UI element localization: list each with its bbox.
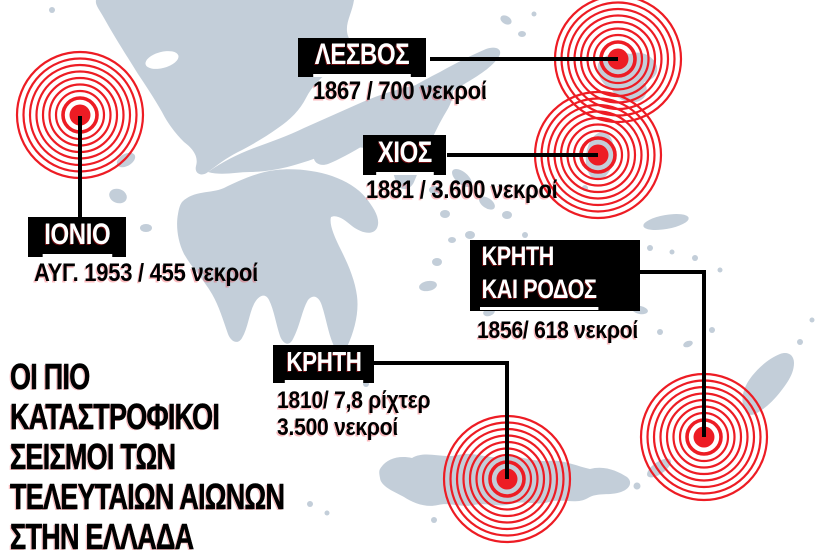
details-crete-rhodes: 1856/ 618 νεκροί [477,317,638,344]
details-chios: 1881 / 3.600 νεκροί [366,176,558,204]
title-line-4: ΤΕΛΕΥΤΑΙΩΝ ΑΙΩΝΩΝ [10,476,285,517]
title-line-1: ΟΙ ΠΙΟ [10,356,91,397]
details-ionio: ΑΥΓ. 1953 / 455 νεκροί [34,259,259,287]
title-line-3: ΣΕΙΣΜΟΙ ΤΩΝ [10,436,177,477]
connector-crete [374,361,509,479]
connector-crete-rhodes [630,270,706,437]
details-crete-line1: 1810/ 7,8 ρίχτερ [277,387,431,414]
label-box-ionio: ΙΟΝΙΟ [28,217,126,257]
details-crete-line2: 3.500 νεκροί [277,414,398,441]
ambracian-gulf [145,51,179,69]
details-crete: 1810/ 7,8 ρίχτερ 3.500 νεκροί [277,387,431,441]
skyros-island [500,15,512,25]
label-box-chios: ΧΙΟΣ [363,135,446,175]
label-crete-rhodes-line1: ΚΡΗΤΗ [481,241,555,271]
landmasses [49,0,815,523]
label-box-crete-rhodes: ΚΡΗΤΗ ΚΑΙ ΡΟΔΟΣ [470,240,640,311]
ikaria-island [643,214,689,230]
title-line-5: ΣΤΗΝ ΕΛΛΑΔΑ [10,516,195,557]
peloponnese [177,169,379,352]
label-lesvos: ΛΕΣΒΟΣ [313,38,411,77]
infographic-title: ΟΙ ΠΙΟ ΚΑΤΑΣΤΡΟΦΙΚΟΙ ΣΕΙΣΜΟΙ ΤΩΝ ΤΕΛΕΥΤΑ… [10,356,376,557]
label-crete: ΚΡΗΤΗ [284,346,363,383]
label-ionio: ΙΟΝΙΟ [42,218,112,257]
label-crete-rhodes-line2: ΚΑΙ ΡΟΔΟΣ [480,274,599,310]
connector-lines [78,57,706,479]
euboea-island [313,47,501,165]
label-box-lesvos: ΛΕΣΒΟΣ [298,38,426,77]
details-lesvos: 1867 / 700 νεκροί [313,77,487,105]
mainland-greece [95,0,355,175]
title-line-2: ΚΑΤΑΣΤΡΟΦΙΚΟΙ [10,396,220,437]
label-chios: ΧΙΟΣ [375,136,434,175]
label-box-crete: ΚΡΗΤΗ [273,345,374,383]
